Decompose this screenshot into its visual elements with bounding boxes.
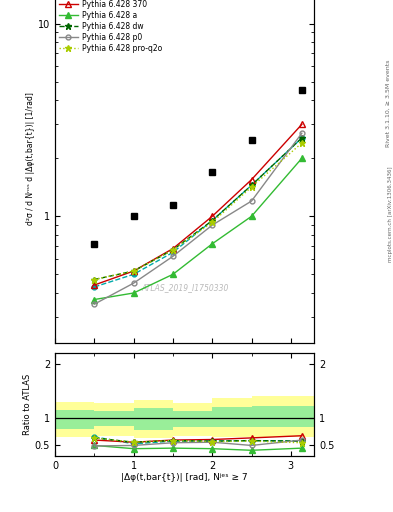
X-axis label: |Δφ(t,bar{t})| [rad], Nʲᵉˢ ≥ 7: |Δφ(t,bar{t})| [rad], Nʲᵉˢ ≥ 7 bbox=[121, 473, 248, 482]
Text: ATLAS_2019_I1750330: ATLAS_2019_I1750330 bbox=[141, 283, 228, 292]
Text: Rivet 3.1.10, ≥ 3.5M events: Rivet 3.1.10, ≥ 3.5M events bbox=[386, 60, 391, 147]
Text: mcplots.cern.ch [arXiv:1306.3436]: mcplots.cern.ch [arXiv:1306.3436] bbox=[387, 166, 393, 262]
Y-axis label: Ratio to ATLAS: Ratio to ATLAS bbox=[23, 374, 32, 435]
Legend: ATLAS, Pythia 6.428 359, Pythia 6.428 370, Pythia 6.428 a, Pythia 6.428 dw, Pyth: ATLAS, Pythia 6.428 359, Pythia 6.428 37… bbox=[57, 0, 163, 54]
Y-axis label: d²σ / d Nⁿˢˢ d |Δφ(t,bar{t})| [1/rad]: d²σ / d Nⁿˢˢ d |Δφ(t,bar{t})| [1/rad] bbox=[26, 92, 35, 225]
